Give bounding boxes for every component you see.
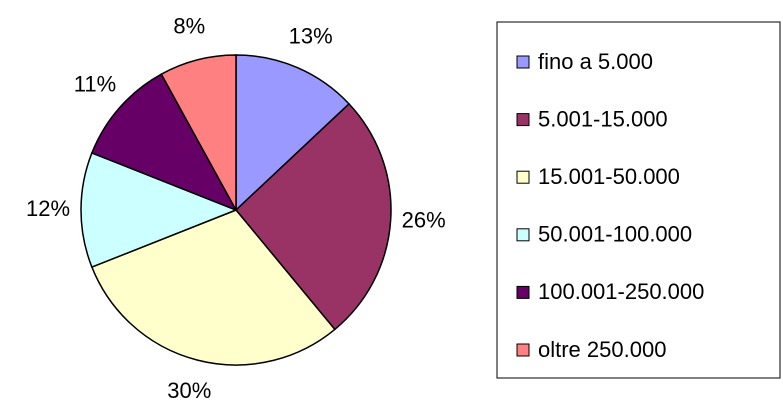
data-label: 11% [74,71,116,96]
pie-slice [160,54,237,211]
pie-slice [90,209,336,366]
data-label: 30% [167,378,211,403]
legend-swatch [516,285,530,299]
data-label: 12% [26,196,70,221]
pie-slice [234,102,392,331]
legend-swatch [516,170,530,184]
pie-slice [90,73,238,212]
legend-label: 5.001-15.000 [538,106,668,131]
legend-swatch [516,343,530,357]
legend-swatch [516,228,530,242]
pie-slice [235,54,351,212]
data-label: 8% [173,14,205,39]
legend-label: 50.001-100.000 [538,222,692,247]
legend-swatch [516,113,530,127]
legend-label: 100.001-250.000 [538,279,704,304]
data-label: 26% [402,208,446,233]
legend-box [496,21,781,379]
data-label: 13% [289,23,333,48]
pie-slice [80,151,239,269]
legend-label: 15.001-50.000 [538,164,680,189]
legend-label: fino a 5.000 [538,49,653,74]
legend-swatch [516,55,530,69]
legend-label: oltre 250.000 [538,337,666,362]
